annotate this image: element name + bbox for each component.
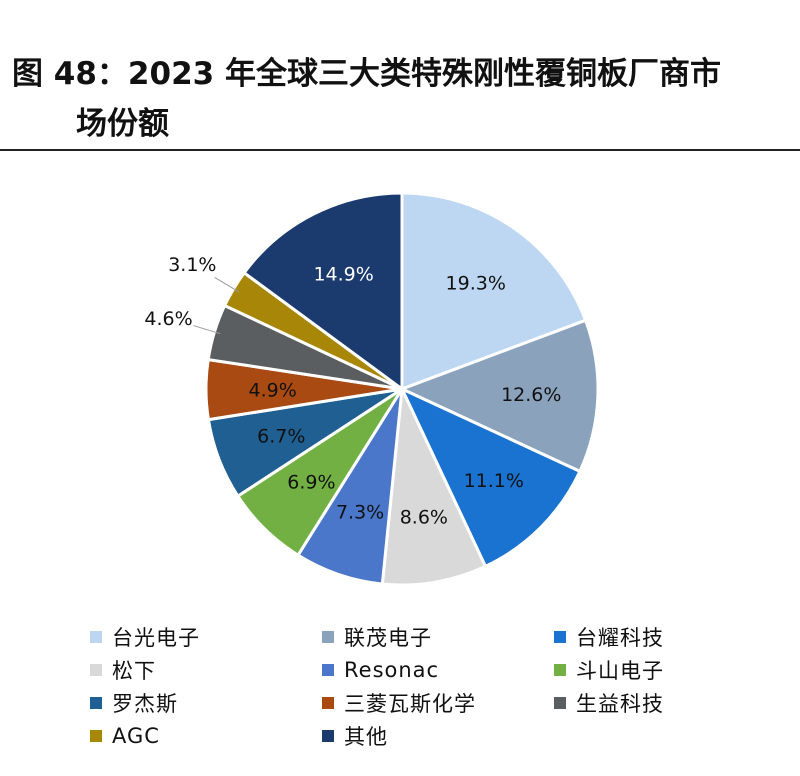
legend-label: 其他 <box>344 724 388 749</box>
pie-chart: 19.3% 12.6% 11.1% 8.6% 7.3%6.9% 6.7% 4.9% 4.6% 3… <box>144 191 600 587</box>
legend-item: 生益科技 <box>554 688 786 717</box>
chart-title-line2: 场份额 <box>76 106 169 142</box>
legend-item: 斗山电子 <box>554 655 786 684</box>
legend-swatch <box>90 663 102 676</box>
legend-item: 台光电子 <box>90 622 322 651</box>
legend-label: Resonac <box>344 657 440 682</box>
legend-item: Resonac <box>322 655 554 684</box>
legend-label: 联茂电子 <box>344 625 432 650</box>
data-label-0: 19.3% <box>446 273 506 295</box>
legend-swatch <box>322 663 334 676</box>
legend-swatch <box>90 696 102 709</box>
legend-label: 罗杰斯 <box>112 691 178 716</box>
pie-slice-0 <box>400 191 588 392</box>
data-label-6: 6.7% <box>257 425 305 447</box>
legend-swatch <box>554 630 566 643</box>
legend-swatch <box>554 663 566 676</box>
legend-label: 松下 <box>112 658 156 683</box>
chart-legend: 台光电子 联茂电子 台耀科技松下 Resonac 斗山电子罗杰斯 三菱瓦斯化学 生益科技 AG… <box>90 622 790 750</box>
legend-swatch <box>554 696 566 709</box>
pie-slice-1 <box>398 318 600 474</box>
chart-title: 图 48：2023 年全球三大类特殊刚性覆铜板厂商市 <box>12 56 722 92</box>
legend-item: 其他 <box>322 721 554 750</box>
legend-item: AGC <box>90 721 322 750</box>
legend-item: 松下 <box>90 655 322 684</box>
leader-line-9 <box>214 277 240 293</box>
legend-swatch <box>322 696 334 709</box>
title-divider <box>0 149 800 151</box>
legend-label: 台耀科技 <box>576 625 664 650</box>
pie-slice-2 <box>398 385 582 569</box>
data-label-5: 6.9% <box>287 471 335 493</box>
legend-label: 台光电子 <box>112 625 200 650</box>
data-label-7: 4.9% <box>249 379 297 401</box>
pie-slice-3 <box>380 383 488 587</box>
pie-slice-10 <box>242 191 404 392</box>
data-label-2: 11.1% <box>464 470 524 492</box>
data-label-3: 8.6% <box>400 507 448 529</box>
legend-item: 三菱瓦斯化学 <box>322 688 554 717</box>
legend-item: 台耀科技 <box>554 622 786 651</box>
legend-swatch <box>90 729 102 742</box>
legend-swatch <box>90 630 102 643</box>
legend-swatch <box>322 630 334 643</box>
data-label-9: 3.1% <box>168 254 216 276</box>
leader-line-8 <box>193 325 221 335</box>
legend-item: 罗杰斯 <box>90 688 322 717</box>
data-label-1: 12.6% <box>501 384 561 406</box>
data-label-10: 14.9% <box>313 264 373 286</box>
data-label-4: 7.3% <box>336 501 384 523</box>
data-label-8: 4.6% <box>144 308 192 330</box>
legend-label: 三菱瓦斯化学 <box>344 691 476 716</box>
legend-label: 生益科技 <box>576 691 664 716</box>
legend-label: 斗山电子 <box>576 658 664 683</box>
legend-item: 联茂电子 <box>322 622 554 651</box>
legend-label: AGC <box>112 723 160 748</box>
legend-swatch <box>322 729 334 742</box>
